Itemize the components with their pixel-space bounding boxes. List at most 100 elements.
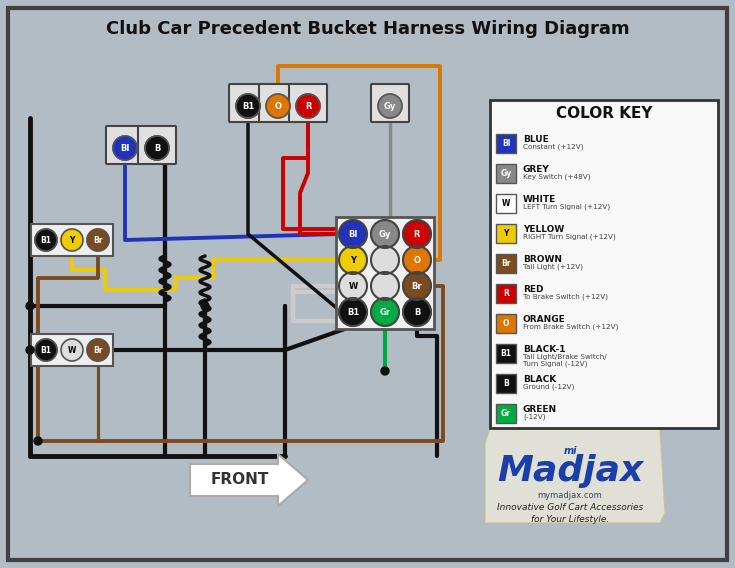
Text: W: W xyxy=(68,345,76,354)
Text: B1: B1 xyxy=(501,349,512,357)
Text: BLUE: BLUE xyxy=(523,135,549,144)
Text: BROWN: BROWN xyxy=(523,255,562,264)
Text: B1: B1 xyxy=(242,102,254,111)
Text: Br: Br xyxy=(501,258,511,268)
Text: B: B xyxy=(154,144,160,152)
Circle shape xyxy=(26,302,34,310)
FancyBboxPatch shape xyxy=(495,223,517,243)
Circle shape xyxy=(236,94,260,118)
FancyBboxPatch shape xyxy=(31,334,113,366)
Text: O: O xyxy=(274,102,282,111)
Circle shape xyxy=(87,339,109,361)
Text: Key Switch (+48V): Key Switch (+48V) xyxy=(523,174,590,180)
Text: Ground (-12V): Ground (-12V) xyxy=(523,384,574,390)
Text: Tail Light/Brake Switch/: Tail Light/Brake Switch/ xyxy=(523,354,607,360)
Text: mymadjax.com: mymadjax.com xyxy=(537,491,603,499)
Circle shape xyxy=(201,302,209,310)
Circle shape xyxy=(339,298,367,326)
Text: FRONT: FRONT xyxy=(211,473,269,487)
Polygon shape xyxy=(485,428,665,523)
FancyBboxPatch shape xyxy=(336,217,434,329)
FancyBboxPatch shape xyxy=(495,344,517,362)
FancyBboxPatch shape xyxy=(495,403,517,423)
Circle shape xyxy=(403,298,431,326)
FancyBboxPatch shape xyxy=(31,224,113,256)
Circle shape xyxy=(266,94,290,118)
Text: for Your Lifestyle.: for Your Lifestyle. xyxy=(531,515,609,524)
Circle shape xyxy=(339,246,367,274)
FancyBboxPatch shape xyxy=(229,84,267,122)
Circle shape xyxy=(339,272,367,300)
Circle shape xyxy=(61,339,83,361)
Text: BLACK: BLACK xyxy=(523,375,556,384)
FancyBboxPatch shape xyxy=(106,126,144,164)
Text: From Brake Switch (+12V): From Brake Switch (+12V) xyxy=(523,324,618,330)
Text: R: R xyxy=(305,102,311,111)
FancyBboxPatch shape xyxy=(8,8,727,560)
Circle shape xyxy=(378,94,402,118)
Text: GREY: GREY xyxy=(523,165,550,174)
Circle shape xyxy=(145,136,169,160)
FancyBboxPatch shape xyxy=(490,100,718,428)
Text: COLOR KEY: COLOR KEY xyxy=(556,106,652,121)
Text: To Brake Switch (+12V): To Brake Switch (+12V) xyxy=(523,294,608,300)
Text: Constant (+12V): Constant (+12V) xyxy=(523,144,584,151)
Text: R: R xyxy=(414,229,420,239)
Circle shape xyxy=(371,246,399,274)
FancyBboxPatch shape xyxy=(495,314,517,332)
Text: W: W xyxy=(502,198,510,207)
FancyBboxPatch shape xyxy=(495,374,517,392)
Circle shape xyxy=(403,220,431,248)
Text: B1: B1 xyxy=(40,345,51,354)
Text: Gr: Gr xyxy=(501,408,511,417)
Text: B: B xyxy=(414,307,420,316)
Circle shape xyxy=(35,339,57,361)
Text: R: R xyxy=(503,289,509,298)
Text: YELLOW: YELLOW xyxy=(523,225,564,234)
Text: Br: Br xyxy=(93,345,103,354)
Circle shape xyxy=(403,272,431,300)
FancyBboxPatch shape xyxy=(371,84,409,122)
Circle shape xyxy=(403,246,431,274)
Circle shape xyxy=(296,94,320,118)
Text: mi: mi xyxy=(563,446,577,456)
Text: Turn Signal (-12V): Turn Signal (-12V) xyxy=(523,361,587,367)
Text: Bl: Bl xyxy=(502,139,510,148)
FancyBboxPatch shape xyxy=(259,84,297,122)
Text: BLACK-1: BLACK-1 xyxy=(523,345,565,354)
Text: Br: Br xyxy=(93,236,103,244)
Circle shape xyxy=(381,367,389,375)
Text: Y: Y xyxy=(69,236,75,244)
Circle shape xyxy=(371,220,399,248)
Text: Y: Y xyxy=(503,228,509,237)
Text: Club Car Precedent Bucket Harness Wiring Diagram: Club Car Precedent Bucket Harness Wiring… xyxy=(106,20,630,38)
FancyBboxPatch shape xyxy=(495,133,517,152)
Text: Gr: Gr xyxy=(379,307,390,316)
Circle shape xyxy=(87,229,109,251)
Text: Innovative Golf Cart Accessories: Innovative Golf Cart Accessories xyxy=(497,503,643,512)
Circle shape xyxy=(61,229,83,251)
Text: RED: RED xyxy=(523,285,543,294)
FancyBboxPatch shape xyxy=(138,126,176,164)
FancyBboxPatch shape xyxy=(495,194,517,212)
Text: B1: B1 xyxy=(40,236,51,244)
Circle shape xyxy=(35,229,57,251)
Text: GREEN: GREEN xyxy=(523,405,557,414)
Text: (-12V): (-12V) xyxy=(523,414,545,420)
Text: WHITE: WHITE xyxy=(523,195,556,204)
FancyBboxPatch shape xyxy=(495,253,517,273)
Text: LEFT Turn Signal (+12V): LEFT Turn Signal (+12V) xyxy=(523,204,610,210)
Text: Gy: Gy xyxy=(379,229,391,239)
Text: Bl: Bl xyxy=(121,144,129,152)
Text: ORANGE: ORANGE xyxy=(523,315,566,324)
Circle shape xyxy=(371,272,399,300)
Text: O: O xyxy=(414,256,420,265)
Text: B: B xyxy=(503,378,509,387)
Text: Tail Light (+12V): Tail Light (+12V) xyxy=(523,264,583,270)
FancyBboxPatch shape xyxy=(289,84,327,122)
FancyBboxPatch shape xyxy=(495,283,517,303)
Circle shape xyxy=(34,437,42,445)
Text: Madjax: Madjax xyxy=(497,454,643,488)
Text: W: W xyxy=(348,282,358,290)
Text: Y: Y xyxy=(350,256,356,265)
